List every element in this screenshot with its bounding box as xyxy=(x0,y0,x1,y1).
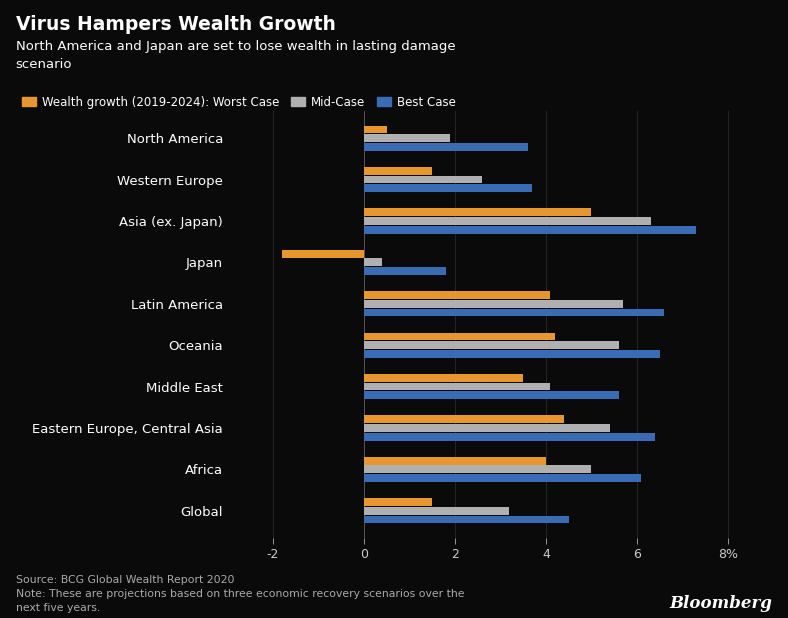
Bar xyxy=(364,267,446,275)
Bar xyxy=(364,184,532,192)
Legend: Wealth growth (2019-2024): Worst Case, Mid-Case, Best Case: Wealth growth (2019-2024): Worst Case, M… xyxy=(21,96,456,109)
Bar xyxy=(364,308,664,316)
Bar xyxy=(282,250,364,258)
Bar xyxy=(364,300,623,308)
Bar xyxy=(364,125,387,133)
Bar xyxy=(364,341,619,349)
Text: Bloomberg: Bloomberg xyxy=(669,595,772,612)
Text: Virus Hampers Wealth Growth: Virus Hampers Wealth Growth xyxy=(16,15,336,35)
Bar xyxy=(364,465,592,473)
Bar xyxy=(364,415,564,423)
Bar xyxy=(364,134,450,142)
Bar xyxy=(364,433,655,441)
Bar xyxy=(364,515,569,523)
Bar xyxy=(364,208,592,216)
Bar xyxy=(364,217,651,225)
Bar xyxy=(364,424,610,432)
Bar xyxy=(364,391,619,399)
Bar xyxy=(364,457,546,465)
Bar xyxy=(364,350,660,358)
Bar xyxy=(364,176,482,184)
Bar xyxy=(364,143,528,151)
Bar xyxy=(364,258,382,266)
Bar xyxy=(364,498,432,506)
Bar xyxy=(364,226,696,234)
Bar xyxy=(364,383,551,391)
Bar xyxy=(364,167,432,175)
Bar xyxy=(364,507,510,515)
Bar xyxy=(364,332,555,341)
Text: Source: BCG Global Wealth Report 2020
Note: These are projections based on three: Source: BCG Global Wealth Report 2020 No… xyxy=(16,575,464,612)
Bar xyxy=(364,474,641,482)
Bar xyxy=(364,374,523,382)
Bar xyxy=(364,291,551,299)
Text: North America and Japan are set to lose wealth in lasting damage
scenario: North America and Japan are set to lose … xyxy=(16,40,455,71)
